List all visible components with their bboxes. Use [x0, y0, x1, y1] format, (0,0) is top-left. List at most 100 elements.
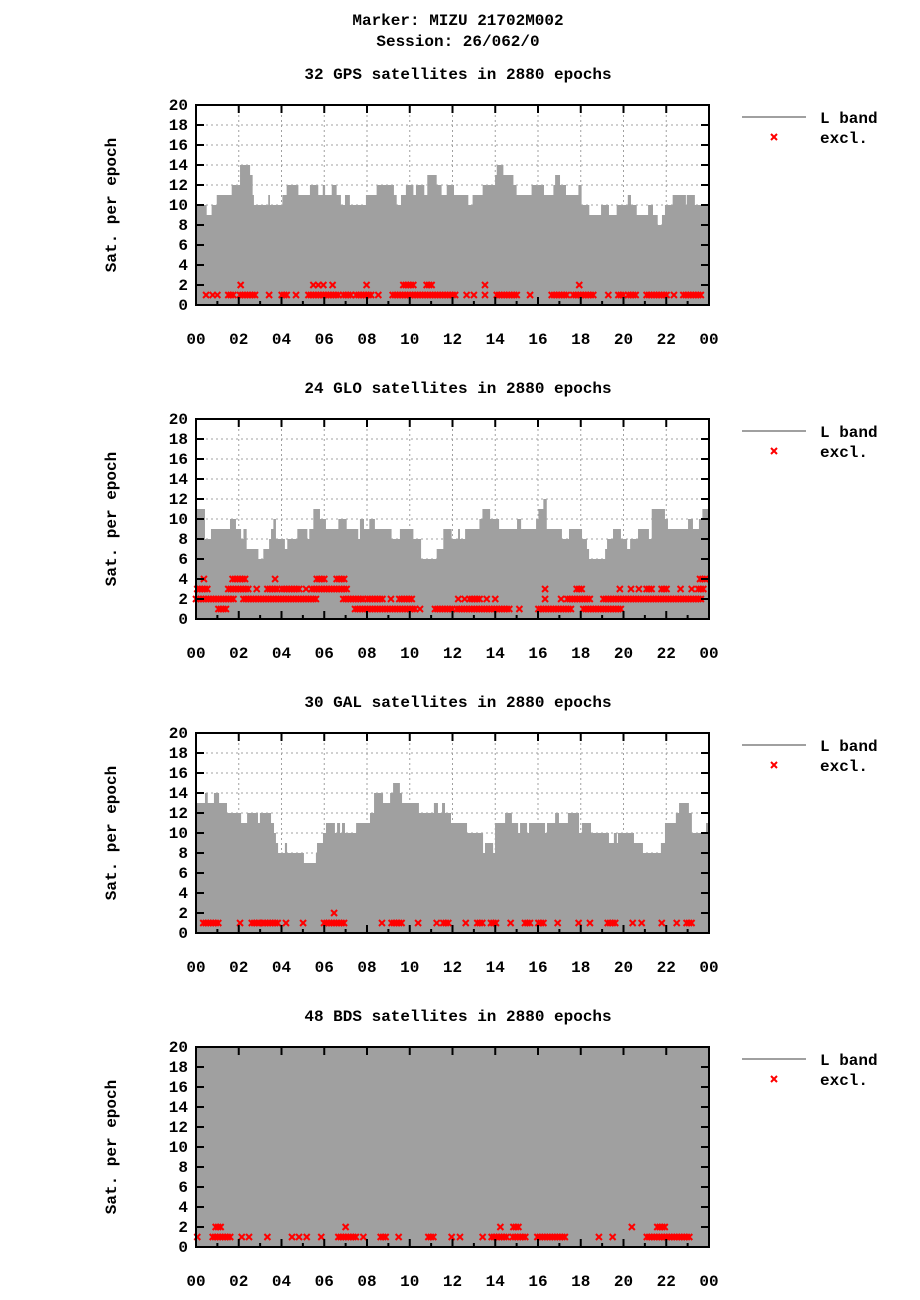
excluded-marker: [647, 585, 656, 593]
legend-label-l-band: L band: [820, 738, 878, 756]
excluded-marker: [251, 291, 259, 299]
excluded-marker: [454, 595, 462, 603]
excluded-marker: [660, 585, 668, 593]
x-tick-label: 02: [229, 959, 248, 977]
y-tick-label: 6: [178, 865, 188, 883]
y-axis-label: Sat. per epoch: [103, 1080, 121, 1214]
legend-label-l-band: L band: [820, 424, 878, 442]
excluded-marker: [407, 281, 415, 289]
x-tick-label: 16: [528, 1273, 547, 1291]
excluded-marker: [604, 291, 613, 299]
x-tick-label: 12: [443, 1273, 462, 1291]
excluded-marker: [658, 1223, 666, 1231]
excluded-marker: [320, 575, 328, 583]
x-tick-label: 00: [699, 959, 718, 977]
y-tick-label: 0: [178, 611, 188, 629]
excluded-marker: [629, 291, 637, 299]
excluded-marker: [344, 291, 352, 299]
x-tick-label: 10: [400, 645, 419, 663]
excluded-marker: [587, 291, 595, 299]
excluded-marker: [526, 291, 534, 299]
excluded-marker: [357, 595, 365, 603]
x-tick-label: 16: [528, 645, 547, 663]
x-tick-label: 04: [272, 331, 292, 349]
excluded-marker: [586, 919, 594, 927]
excluded-marker: [694, 291, 703, 299]
x-tick-label: 06: [315, 959, 334, 977]
excluded-marker: [685, 1233, 694, 1241]
y-tick-label: 2: [178, 1219, 188, 1237]
excluded-marker: [561, 1233, 569, 1241]
excluded-marker: [216, 1223, 225, 1231]
excluded-marker: [203, 585, 211, 593]
excluded-marker: [414, 919, 422, 927]
excluded-marker: [427, 1233, 435, 1241]
excluded-marker: [699, 585, 708, 593]
y-tick-label: 2: [178, 905, 188, 923]
y-tick-label: 6: [178, 1179, 188, 1197]
excluded-marker: [448, 291, 457, 299]
subplot-0: 32 GPS satellites in 2880 epochs Sat. per…: [103, 66, 878, 349]
excluded-marker: [564, 605, 573, 613]
excluded-marker: [263, 1233, 272, 1241]
excluded-marker: [645, 585, 653, 593]
legend-label-l-band: L band: [820, 110, 878, 128]
excluded-marker: [697, 291, 705, 299]
x-tick-label: 00: [186, 959, 205, 977]
y-tick-label: 4: [178, 257, 188, 275]
marker-title: Marker: MIZU 21702M002: [352, 12, 563, 30]
excluded-marker: [425, 281, 433, 289]
x-tick-label: 18: [571, 959, 590, 977]
legend: L band excl.: [742, 424, 878, 462]
excluded-marker: [583, 595, 591, 603]
y-tick-label: 20: [169, 411, 188, 429]
y-tick-label: 20: [169, 97, 188, 115]
excluded-marker: [442, 919, 450, 927]
y-tick-label: 8: [178, 1159, 188, 1177]
excluded-marker: [694, 595, 703, 603]
x-tick-label: 10: [400, 959, 419, 977]
y-tick-label: 12: [169, 491, 188, 509]
excluded-marker: [475, 595, 484, 603]
y-tick-label: 20: [169, 725, 188, 743]
excluded-marker: [627, 585, 635, 593]
subplot-2: 30 GAL satellites in 2880 epochs Sat. per…: [103, 694, 878, 977]
excluded-marker: [241, 575, 249, 583]
x-tick-label: 12: [443, 959, 462, 977]
y-tick-label: 10: [169, 511, 188, 529]
excluded-marker: [481, 281, 489, 289]
excluded-marker: [444, 919, 453, 927]
excluded-marker: [381, 1233, 390, 1241]
x-tick-label: 22: [657, 1273, 676, 1291]
y-tick-label: 10: [169, 825, 188, 843]
excluded-marker: [265, 291, 273, 299]
x-tick-label: 14: [486, 959, 506, 977]
y-tick-label: 16: [169, 137, 188, 155]
excluded-marker: [539, 919, 548, 927]
y-tick-label: 18: [169, 117, 188, 135]
excluded-marker: [248, 291, 257, 299]
x-tick-label: 12: [443, 645, 462, 663]
excluded-marker: [662, 585, 671, 593]
y-tick-label: 0: [178, 925, 188, 943]
y-tick-label: 14: [169, 471, 189, 489]
excluded-marker: [219, 605, 228, 613]
x-tick-label: 00: [186, 645, 205, 663]
excluded-marker: [227, 595, 235, 603]
excluded-marker: [309, 595, 318, 603]
excluded-marker: [229, 291, 237, 299]
excluded-marker: [253, 919, 261, 927]
excluded-marker: [697, 595, 705, 603]
excluded-marker: [271, 919, 279, 927]
excluded-marker: [378, 919, 386, 927]
excluded-marker: [341, 1223, 350, 1231]
excluded-marker: [330, 909, 338, 917]
x-tick-label: 14: [486, 645, 506, 663]
x-tick-label: 06: [315, 331, 334, 349]
excluded-marker: [283, 291, 291, 299]
excluded-marker: [473, 595, 481, 603]
l-band-area: [196, 165, 709, 305]
session-title: Session: 26/062/0: [376, 33, 539, 51]
excluded-marker: [575, 281, 583, 289]
